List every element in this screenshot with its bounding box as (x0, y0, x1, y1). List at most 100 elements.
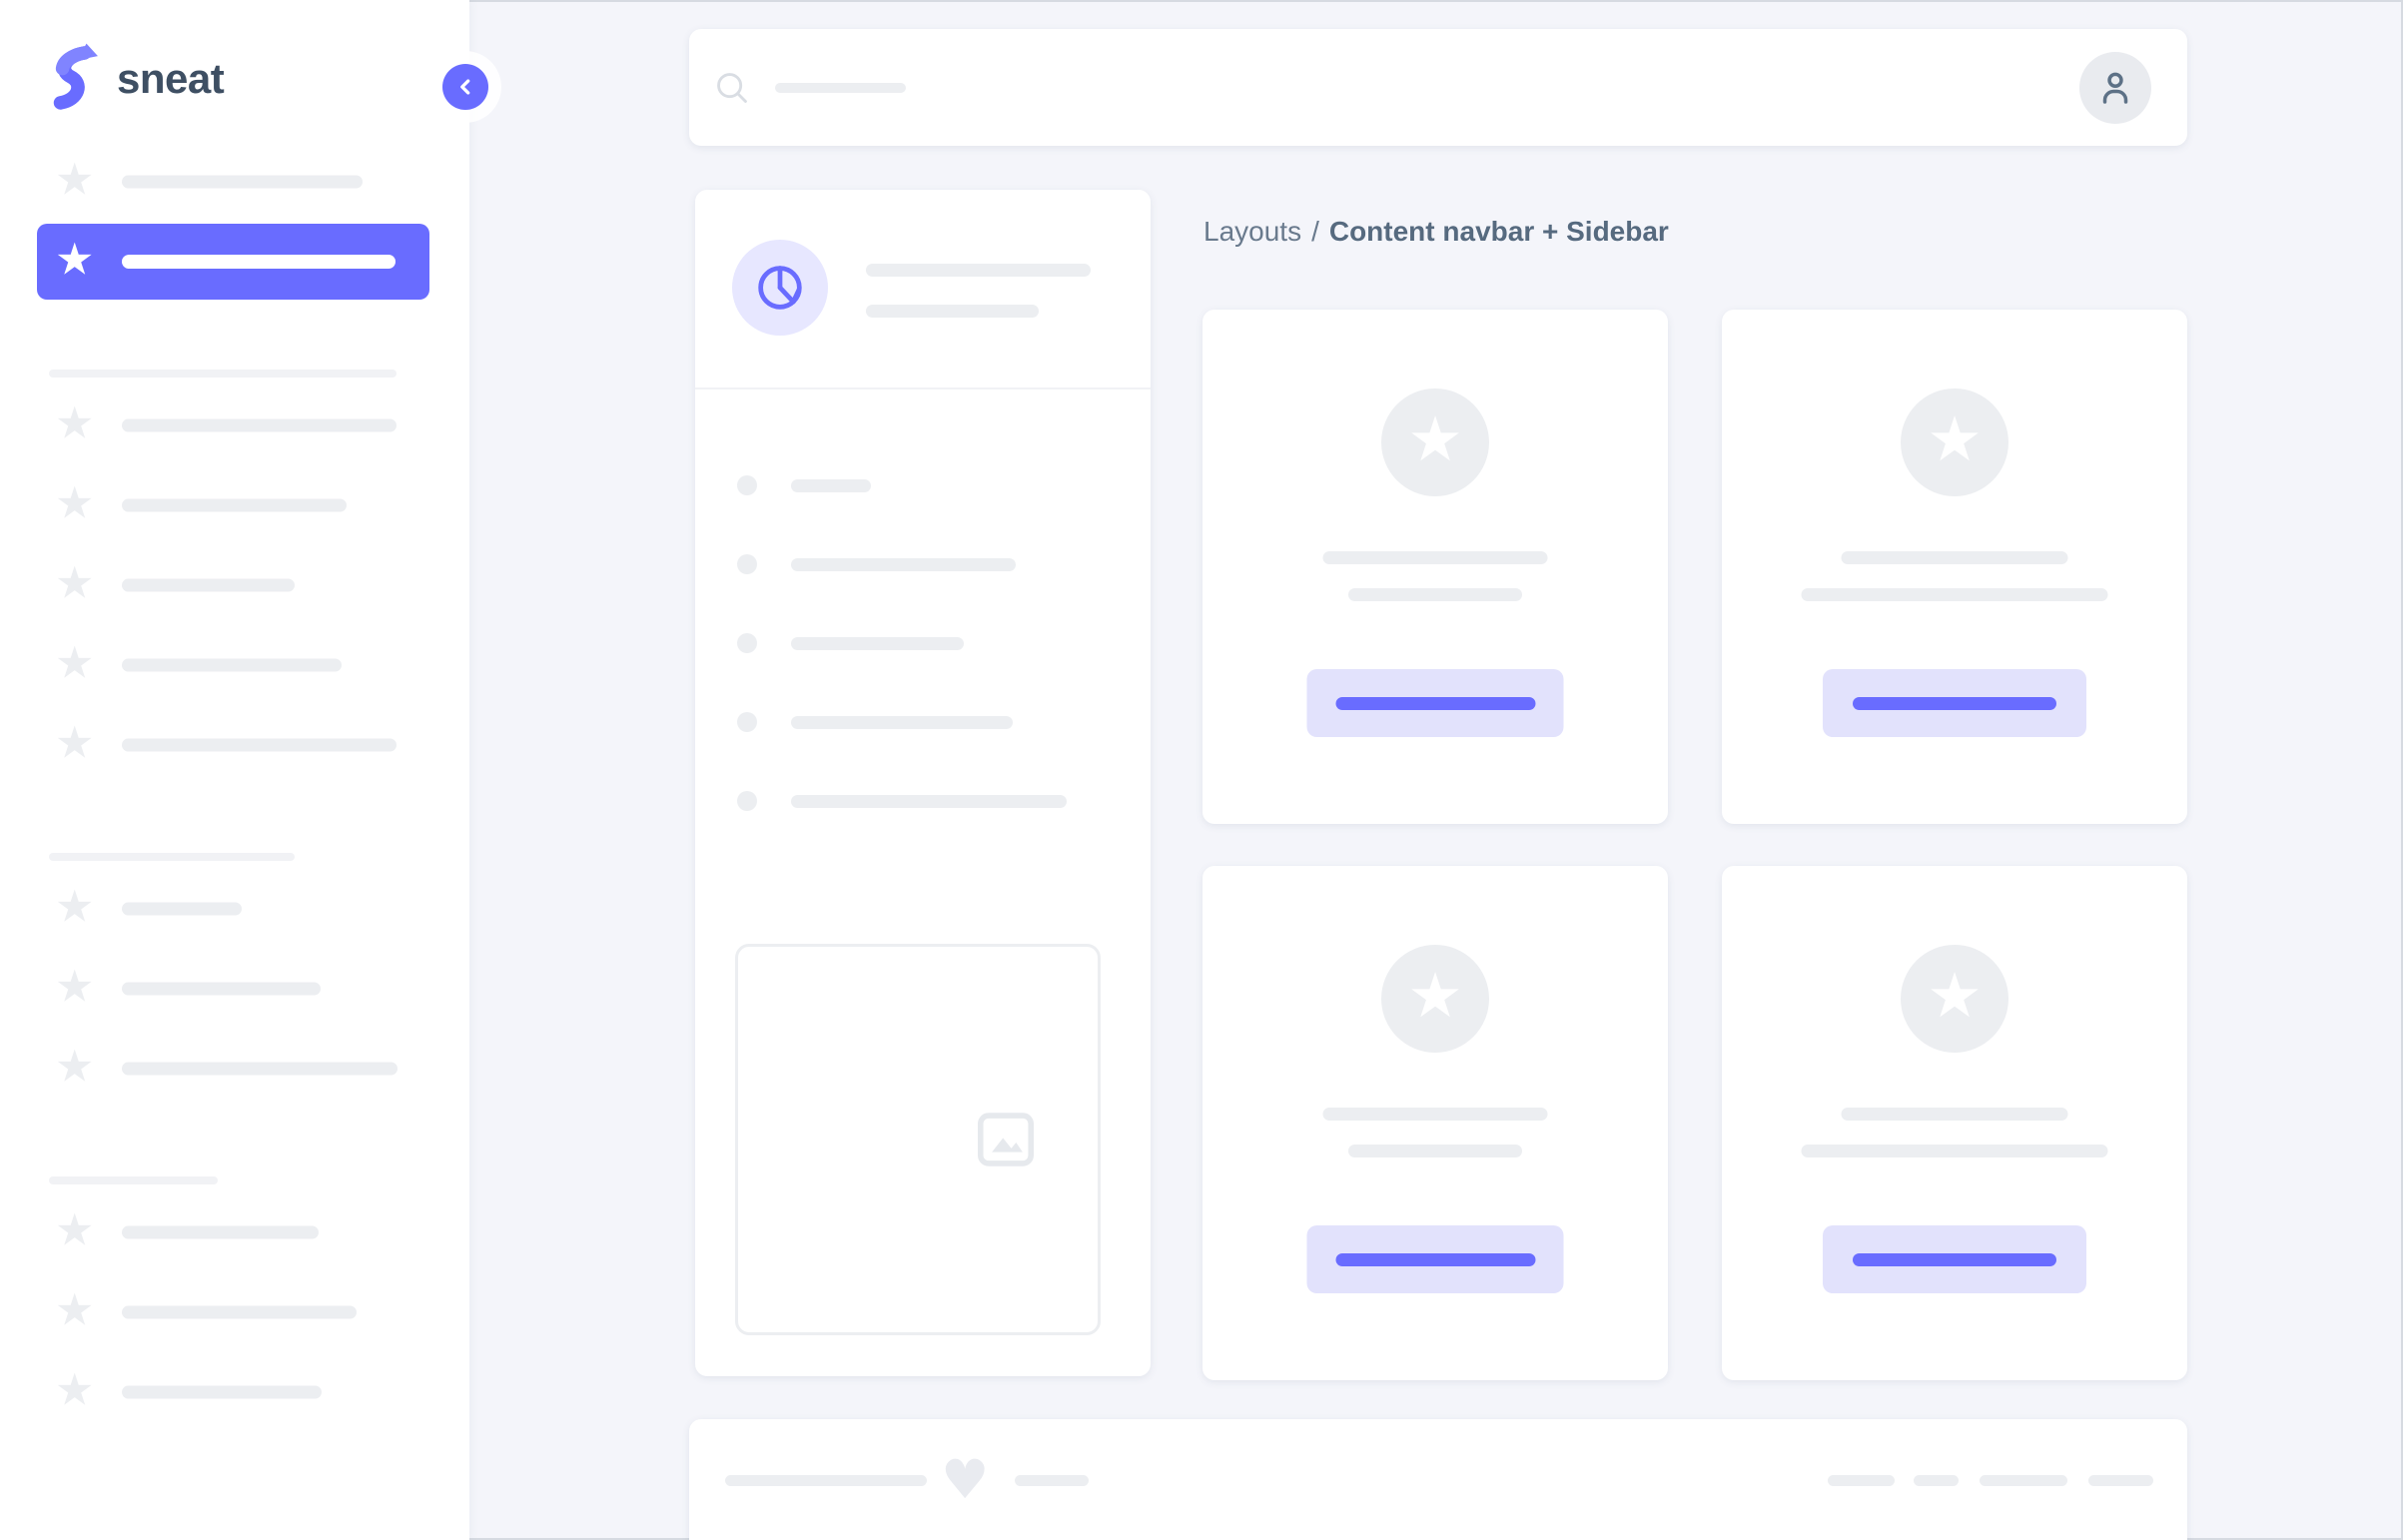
menu-section-divider (49, 853, 295, 861)
sidebar-menu: ★ ★ ★ ★ ★ ★ ★ ★ ★ ★ ★ ★ ★ (0, 142, 469, 1432)
sidebar-item[interactable]: ★ (0, 385, 469, 465)
sidebar: sneat ★ ★ ★ ★ ★ ★ ★ ★ ★ ★ ★ ★ ★ (0, 0, 469, 1540)
menu-label-skeleton (122, 1305, 357, 1319)
star-badge: ★ (1901, 945, 2008, 1053)
sidebar-demo-card (695, 190, 1151, 1376)
card-title-skeleton (866, 264, 1091, 277)
star-icon: ★ (55, 477, 95, 529)
card-line-skeleton (1322, 551, 1548, 564)
card-line-skeleton (1322, 1108, 1548, 1121)
star-icon: ★ (1407, 959, 1463, 1032)
menu-label-skeleton (122, 418, 397, 432)
bullet-dot (737, 791, 757, 811)
user-icon (2102, 72, 2128, 104)
brand[interactable]: sneat (47, 42, 225, 116)
pagination-bar-skeleton (1980, 1475, 2067, 1486)
card-action-button[interactable] (1306, 1225, 1564, 1293)
card-line-skeleton (1841, 551, 2068, 564)
image-icon (978, 1113, 1034, 1166)
sidebar-collapse-button[interactable] (442, 64, 488, 110)
demo-grid-card: ★ (1722, 310, 2187, 824)
image-placeholder-box (735, 944, 1101, 1335)
star-icon: ★ (55, 717, 95, 769)
card-line-skeleton (1841, 1108, 2068, 1121)
bullet-dot (737, 712, 757, 732)
card-divider (695, 387, 1151, 389)
sidebar-item[interactable]: ★ (0, 1029, 469, 1109)
sidebar-item[interactable]: ★ (0, 1272, 469, 1352)
star-icon: ★ (1927, 402, 1983, 475)
breadcrumb-section[interactable]: Layouts (1203, 216, 1302, 247)
list-text-skeleton (791, 795, 1067, 808)
sidebar-item[interactable]: ★ (0, 949, 469, 1029)
button-label-skeleton (1335, 696, 1535, 710)
footer-text-skeleton (725, 1475, 927, 1486)
star-icon: ★ (1407, 402, 1463, 475)
sidebar-item[interactable]: ★ (0, 869, 469, 949)
card-line-skeleton (1348, 588, 1522, 601)
sidebar-item-active[interactable]: ★ (0, 222, 469, 302)
demo-list-item (695, 554, 1151, 574)
star-icon: ★ (55, 1364, 95, 1416)
button-label-skeleton (1853, 696, 2056, 710)
bullet-dot (737, 475, 757, 495)
card-action-button[interactable] (1306, 669, 1564, 737)
menu-label-skeleton (122, 902, 242, 916)
button-label-skeleton (1853, 1252, 2056, 1266)
list-text-skeleton (791, 479, 871, 492)
footer-demo-card: ♥ (689, 1419, 2187, 1540)
star-icon: ★ (55, 234, 95, 286)
demo-grid-card: ★ (1202, 866, 1668, 1380)
list-text-skeleton (791, 558, 1016, 571)
star-icon: ★ (55, 154, 95, 206)
card-action-button[interactable] (1823, 1225, 2086, 1293)
star-icon: ★ (55, 881, 95, 933)
menu-section-divider (49, 370, 397, 378)
sidebar-item[interactable]: ★ (0, 1192, 469, 1272)
menu-label-skeleton (122, 578, 295, 592)
star-badge: ★ (1381, 388, 1489, 496)
menu-label-skeleton (122, 1385, 322, 1399)
demo-list-item (695, 712, 1151, 732)
star-badge: ★ (1381, 945, 1489, 1053)
menu-label-skeleton (122, 738, 397, 752)
star-badge: ★ (1901, 388, 2008, 496)
list-text-skeleton (791, 716, 1013, 729)
sidebar-item[interactable]: ★ (0, 142, 469, 222)
button-label-skeleton (1335, 1252, 1535, 1266)
sidebar-item[interactable]: ★ (0, 625, 469, 705)
card-line-skeleton (1801, 588, 2108, 601)
pagination-bar-skeleton (1828, 1475, 1895, 1486)
pagination-bar-skeleton (2088, 1475, 2153, 1486)
heart-icon[interactable]: ♥ (941, 1448, 990, 1511)
search-input[interactable] (689, 69, 2187, 107)
sidebar-item[interactable]: ★ (0, 705, 469, 785)
menu-label-skeleton (122, 1225, 319, 1239)
logo-text: sneat (117, 55, 225, 102)
footer-text-skeleton (1015, 1475, 1089, 1486)
card-action-button[interactable] (1823, 669, 2086, 737)
card-subtitle-skeleton (866, 305, 1039, 318)
breadcrumb-current: Content navbar + Sidebar (1328, 216, 1669, 247)
pie-chart-icon (758, 266, 802, 310)
demo-grid-card: ★ (1202, 310, 1668, 824)
sidebar-item[interactable]: ★ (0, 465, 469, 545)
bullet-dot (737, 554, 757, 574)
user-avatar[interactable] (2079, 51, 2151, 124)
pagination-bar-skeleton (1914, 1475, 1959, 1486)
sidebar-item[interactable]: ★ (0, 1352, 469, 1432)
menu-label-skeleton (122, 1062, 398, 1076)
bullet-dot (737, 633, 757, 653)
star-icon: ★ (55, 1284, 95, 1336)
list-text-skeleton (791, 637, 964, 650)
breadcrumb: Layouts / Content navbar + Sidebar (1203, 214, 1669, 250)
star-icon: ★ (55, 961, 95, 1013)
menu-label-skeleton (122, 255, 396, 269)
menu-label-skeleton (122, 175, 363, 189)
demo-list-item (695, 791, 1151, 811)
menu-label-skeleton (122, 658, 342, 672)
pie-chart-badge (732, 240, 828, 336)
sidebar-item[interactable]: ★ (0, 545, 469, 625)
card-line-skeleton (1801, 1145, 2108, 1157)
